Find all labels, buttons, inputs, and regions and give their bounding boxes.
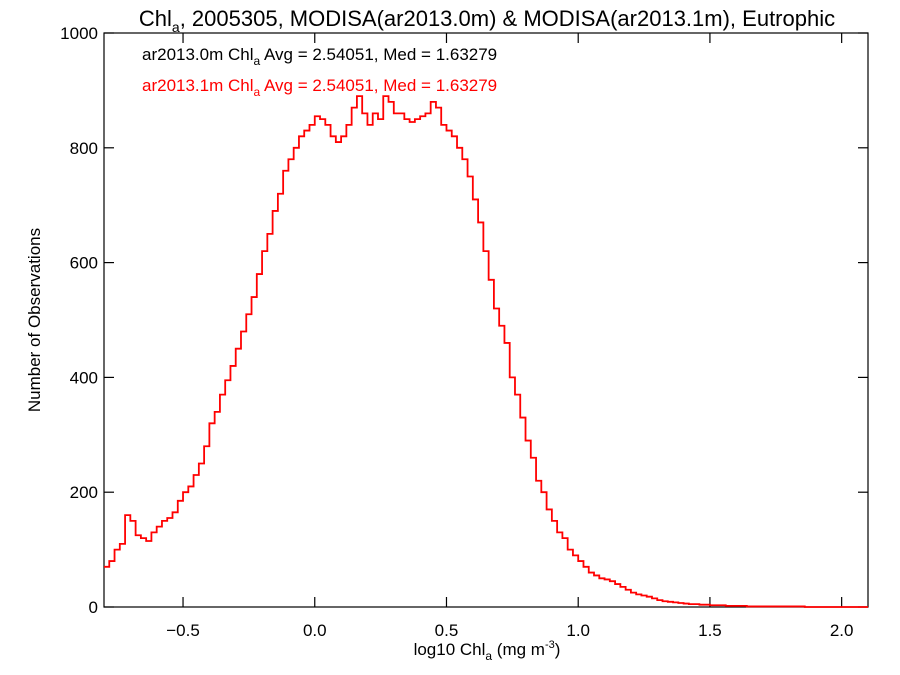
x-axis-label-mid: (mg m [492,640,545,659]
x-axis-label-subscript: a [485,649,492,663]
series-layer [104,95,868,608]
x-axis-label: log10 Chla (mg m-3) [414,639,561,663]
y-tick-label: 800 [70,139,98,158]
chart-title: Chla, 2005305, MODISA(ar2013.0m) & MODIS… [139,6,835,35]
x-axis-label-suffix: ) [555,640,561,659]
legend-annotation-ar2013-0m-suffix: Avg = 2.54051, Med = 1.63279 [260,45,497,64]
x-tick-label: 2.0 [830,621,854,640]
x-tick-label: 1.0 [566,621,590,640]
x-tick-label: 1.5 [698,621,722,640]
y-tick-label: 1000 [60,24,98,43]
x-tick-label: −0.5 [166,621,200,640]
legend-annotation-ar2013-1m-subscript: a [254,85,261,99]
x-axis-ticks: −0.5 0.0 0.5 1.0 1.5 2.0 [166,33,853,640]
series-line-ar2013-1m [104,95,868,608]
legend-annotation-ar2013-1m: ar2013.1m Chla Avg = 2.54051, Med = 1.63… [142,76,497,99]
y-axis-ticks: 0 200 400 600 800 1000 [60,24,868,617]
x-axis-label-superscript: -3 [545,639,555,651]
x-tick-label: 0.5 [435,621,459,640]
x-axis-label-prefix: log10 Chl [414,640,486,659]
y-tick-label: 400 [70,368,98,387]
legend-annotation-ar2013-0m: ar2013.0m Chla Avg = 2.54051, Med = 1.63… [142,45,497,68]
y-tick-label: 600 [70,254,98,273]
legend-annotation-ar2013-0m-prefix: ar2013.0m Chl [142,45,254,64]
chart-title-prefix: Chl [139,6,172,31]
y-tick-label: 200 [70,483,98,502]
y-tick-label: 0 [89,598,98,617]
chart-title-subscript: a [172,19,180,35]
y-axis-label: Number of Observations [25,228,44,412]
legend-annotation-ar2013-0m-subscript: a [254,54,261,68]
chart-title-suffix: , 2005305, MODISA(ar2013.0m) & MODISA(ar… [180,6,835,31]
legend-annotation-ar2013-1m-suffix: Avg = 2.54051, Med = 1.63279 [260,76,497,95]
x-tick-label: 0.0 [303,621,327,640]
legend-annotation-ar2013-1m-prefix: ar2013.1m Chl [142,76,254,95]
plot-frame [103,32,869,608]
